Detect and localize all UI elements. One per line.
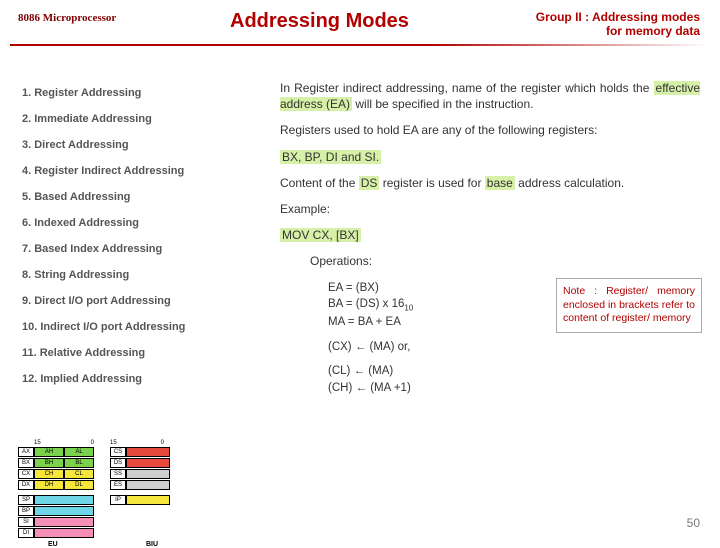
list-item: 7. Based Index Addressing [18, 236, 268, 262]
para-2: Registers used to hold EA are any of the… [280, 122, 700, 138]
example-label: Example: [280, 201, 700, 217]
list-item: 9. Direct I/O port Addressing [18, 288, 268, 314]
operations-label: Operations: [310, 253, 700, 269]
page-title: Addressing Modes [230, 10, 409, 32]
para-1: In Register indirect addressing, name of… [280, 80, 700, 112]
list-item: 4. Register Indirect Addressing [18, 158, 268, 184]
list-item: 5. Based Addressing [18, 184, 268, 210]
list-item: 6. Indexed Addressing [18, 210, 268, 236]
title-wrap: Addressing Modes [230, 10, 409, 33]
para-4: Content of the DS register is used for b… [280, 175, 700, 191]
main-content: In Register indirect addressing, name of… [280, 80, 700, 397]
para-3: BX, BP, DI and SI. [280, 149, 700, 165]
formula-4: (CX) ← (MA) or, [328, 339, 700, 356]
list-item: 10. Indirect I/O port Addressing [18, 314, 268, 340]
subtitle: Group II : Addressing modes for memory d… [536, 10, 700, 38]
list-item: 2. Immediate Addressing [18, 106, 268, 132]
formula-5: (CL) ← (MA) [328, 363, 700, 380]
page-number: 50 [687, 516, 700, 530]
subtitle-line1: Group II : Addressing modes [536, 10, 700, 24]
formula-6: (CH) ← (MA +1) [328, 380, 700, 397]
list-item: 12. Implied Addressing [18, 366, 268, 392]
register-diagram: 150150AXAHALCSBXBHBLDSCXCHCLSSDXDHDLESSP… [18, 440, 178, 548]
note-box: Note : Register/ memory enclosed in brac… [556, 278, 702, 333]
addressing-mode-list: 1. Register Addressing2. Immediate Addre… [18, 80, 268, 392]
chip-label: 8086 Microprocessor [18, 12, 116, 24]
list-item: 11. Relative Addressing [18, 340, 268, 366]
list-item: 8. String Addressing [18, 262, 268, 288]
subtitle-line2: for memory data [606, 24, 700, 38]
list-item: 3. Direct Addressing [18, 132, 268, 158]
title-underline [10, 44, 710, 46]
example-code: MOV CX, [BX] [280, 227, 700, 243]
list-item: 1. Register Addressing [18, 80, 268, 106]
